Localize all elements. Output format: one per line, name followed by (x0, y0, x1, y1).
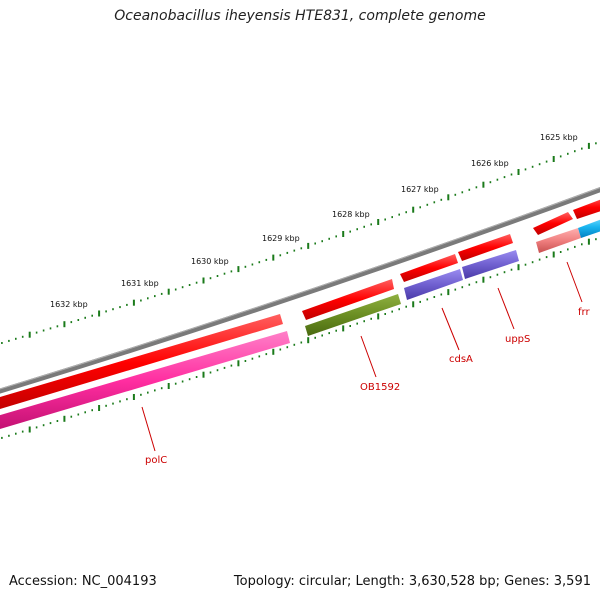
kbp-label: 1632 kbp (50, 300, 88, 309)
frr-gene (536, 228, 581, 253)
map-title: Oceanobacillus iheyensis HTE831, complet… (114, 8, 486, 24)
kbp-label: 1629 kbp (262, 234, 300, 243)
kbp-label: 1628 kbp (332, 210, 370, 219)
cds-feature (400, 254, 458, 282)
cdsA-leader (441, 307, 460, 351)
cds-feature (533, 212, 573, 235)
gene-label-OB1592: OB1592 (360, 382, 400, 393)
kbp-label: 1627 kbp (401, 185, 439, 194)
OB1592-gene (305, 294, 401, 336)
gene-label-uppS: uppS (505, 334, 530, 345)
OB1592-leader (360, 335, 377, 378)
uppS-gene (462, 250, 519, 279)
kbp-label: 1626 kbp (471, 159, 509, 168)
polC-gene (0, 331, 290, 430)
kbp-label: 1630 kbp (191, 257, 229, 266)
cdsA-gene (404, 269, 463, 300)
gene-label-cdsA: cdsA (449, 354, 473, 365)
forward-cds-track (0, 199, 600, 409)
uppS-leader (497, 287, 515, 330)
genome-backbone (0, 187, 600, 394)
gene-labels: polC OB1592 cdsA uppS frr (145, 307, 590, 466)
cds-feature (0, 314, 283, 409)
cds-feature (458, 234, 513, 261)
kbp-labels: 1625 kbp 1626 kbp 1627 kbp 1628 kbp 1629… (50, 133, 578, 309)
cds-feature (573, 199, 600, 219)
genome-backbone-highlight (0, 187, 600, 390)
gene-label-polC: polC (145, 455, 167, 466)
adjacent-gene (578, 219, 600, 238)
gene-label-frr: frr (578, 307, 590, 318)
polC-leader (141, 406, 156, 452)
kbp-label: 1631 kbp (121, 279, 159, 288)
gene-label-leaders (141, 261, 583, 452)
gene-track (0, 219, 600, 430)
genome-stats-text: Topology: circular; Length: 3,630,528 bp… (233, 574, 591, 589)
cds-feature (302, 279, 394, 320)
accession-text: Accession: NC_004193 (9, 574, 157, 589)
outer-tick-ring (1, 142, 597, 344)
kbp-label: 1625 kbp (540, 133, 578, 142)
inner-tick-ring (1, 238, 597, 439)
frr-leader (566, 261, 583, 303)
